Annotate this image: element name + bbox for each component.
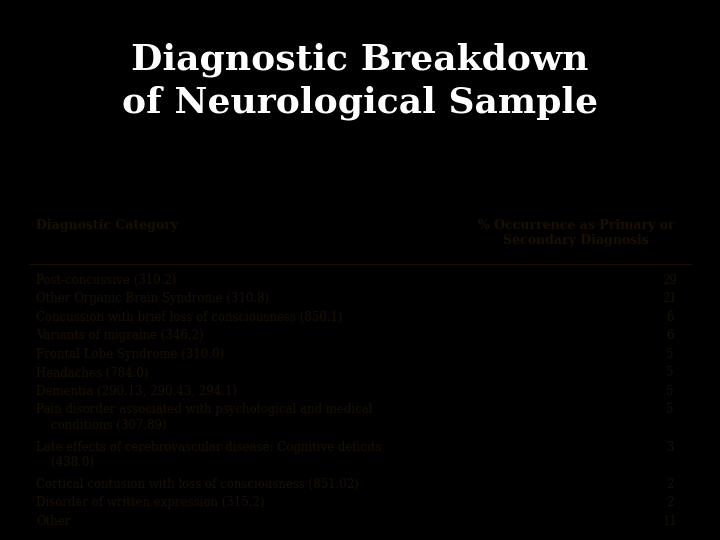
Text: 5: 5 — [666, 348, 673, 361]
Text: Concussion with brief loss of consciousness (850.1): Concussion with brief loss of consciousn… — [36, 311, 343, 324]
Text: 21: 21 — [662, 292, 677, 306]
Text: 3: 3 — [666, 441, 673, 454]
Text: Headaches (784.0): Headaches (784.0) — [36, 367, 148, 380]
Text: 2: 2 — [666, 496, 673, 509]
Text: Other Organic Brain Syndrome (310.8): Other Organic Brain Syndrome (310.8) — [36, 292, 269, 306]
Text: Variants of migraine (346.2): Variants of migraine (346.2) — [36, 329, 204, 342]
Text: 11: 11 — [662, 515, 677, 528]
Text: Pain disorder associated with psychological and medical
    conditions (307.89): Pain disorder associated with psychologi… — [36, 403, 372, 432]
Text: Diagnostic Category: Diagnostic Category — [36, 219, 178, 232]
Text: 5: 5 — [666, 367, 673, 380]
Text: % Occurrence as Primary or
Secondary Diagnosis: % Occurrence as Primary or Secondary Dia… — [477, 219, 675, 247]
Text: Cortical contusion with loss of consciousness (851.02): Cortical contusion with loss of consciou… — [36, 477, 359, 490]
Text: 5: 5 — [666, 403, 673, 416]
Text: Post-concussive (310.2): Post-concussive (310.2) — [36, 274, 176, 287]
Text: 6: 6 — [666, 311, 673, 324]
Text: Diagnostic Breakdown
of Neurological Sample: Diagnostic Breakdown of Neurological Sam… — [122, 43, 598, 119]
Text: 29: 29 — [662, 274, 677, 287]
Text: 2: 2 — [666, 477, 673, 490]
Text: Other: Other — [36, 515, 71, 528]
Text: 5: 5 — [666, 385, 673, 398]
Text: Disorder of written expression (315.2): Disorder of written expression (315.2) — [36, 496, 264, 509]
Text: Dementia (290.13, 290.43, 294.1): Dementia (290.13, 290.43, 294.1) — [36, 385, 237, 398]
Text: Late effects of cerebrovascular disease: Cognitive deficits
    (438.0): Late effects of cerebrovascular disease:… — [36, 441, 382, 469]
Text: Frontal Lobe Syndrome (310.0): Frontal Lobe Syndrome (310.0) — [36, 348, 224, 361]
Text: 6: 6 — [666, 329, 673, 342]
